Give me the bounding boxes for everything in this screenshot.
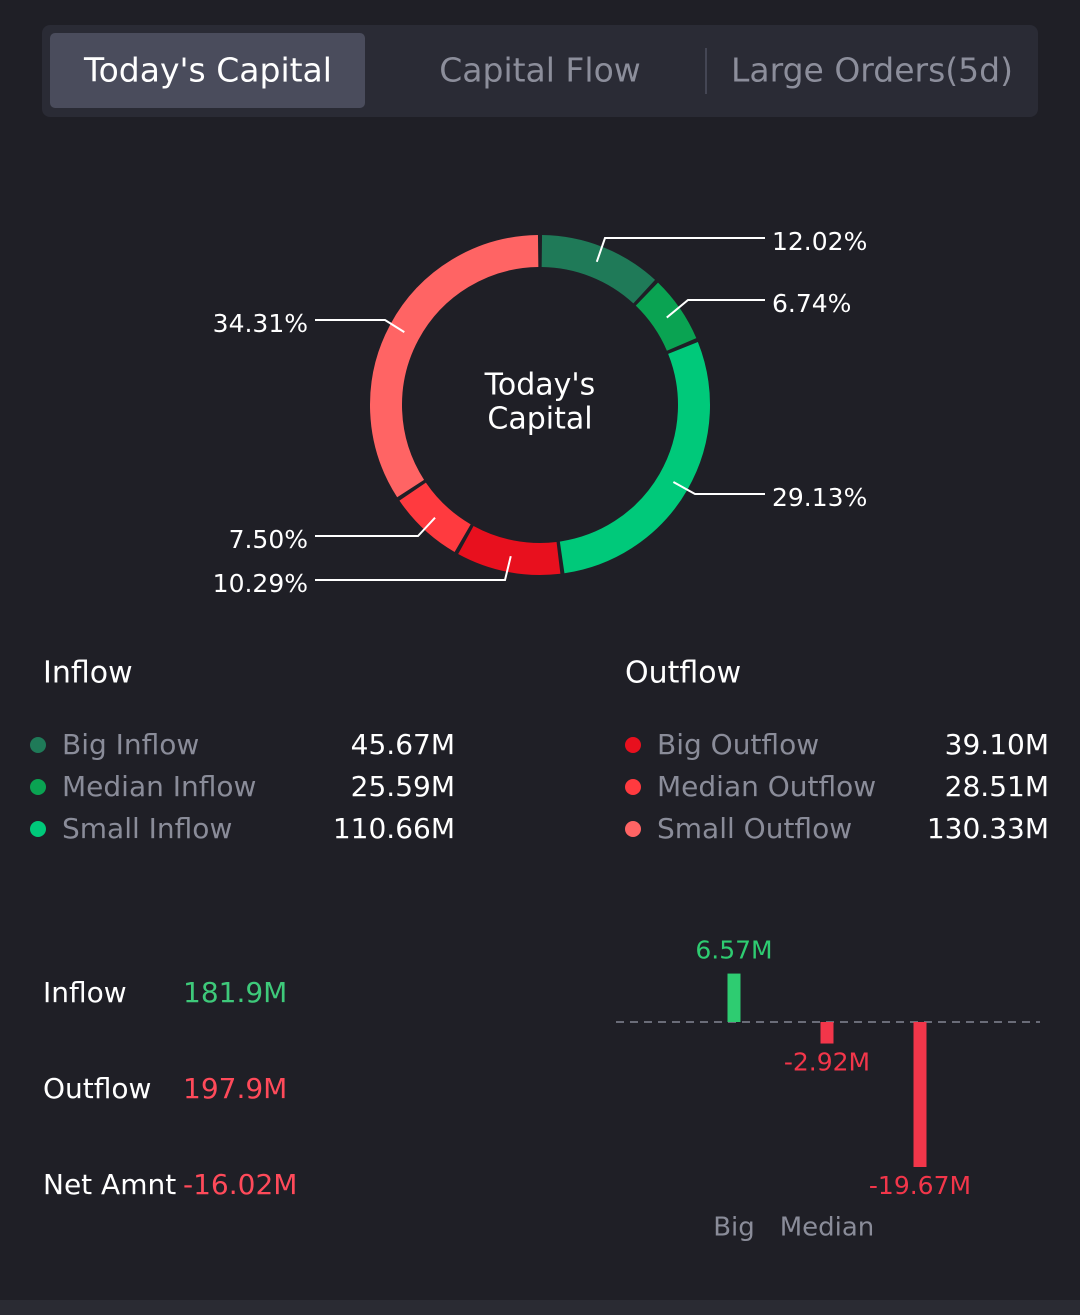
legend-dot (30, 779, 46, 795)
donut-value-label: 6.74% (772, 289, 851, 318)
donut-value-label: 10.29% (213, 569, 308, 598)
legend-dot (625, 821, 641, 837)
bar-value-label: -19.67M (869, 1171, 971, 1200)
legend-name: Median Inflow (62, 770, 256, 803)
legend-amount: 25.59M (351, 770, 455, 803)
legend-dot (30, 737, 46, 753)
summary-value: 181.9M (183, 976, 287, 1009)
donut-value-label: 29.13% (772, 483, 867, 512)
legend-dot (30, 821, 46, 837)
summary-label: Inflow (43, 976, 127, 1009)
donut-value-label: 7.50% (229, 525, 308, 554)
summary-label: Outflow (43, 1072, 151, 1105)
bar-value-label: -2.92M (784, 1048, 870, 1077)
legend-amount: 110.66M (333, 812, 455, 845)
section-title: Outflow (625, 656, 741, 691)
bar (820, 1022, 834, 1044)
legend-name: Big Inflow (62, 728, 199, 761)
bottom-strip (0, 1300, 1080, 1315)
donut-segment (399, 482, 472, 552)
legend-name: Small Outflow (657, 812, 852, 845)
donut-center-label: Today's (484, 368, 596, 403)
summary-label: Net Amnt (43, 1168, 176, 1201)
bar-value-label: 6.57M (695, 936, 772, 965)
section-title: Inflow (43, 656, 133, 691)
leader-line (315, 517, 436, 537)
donut-center-label: Capital (487, 402, 592, 437)
summary-value: 197.9M (183, 1072, 287, 1105)
legend-name: Small Inflow (62, 812, 232, 845)
tab[interactable]: Today's Capital (83, 51, 332, 90)
donut-segment (458, 525, 561, 575)
donut-value-label: 34.31% (213, 309, 308, 338)
legend-name: Big Outflow (657, 728, 819, 761)
bar-category-label: Big (713, 1213, 755, 1243)
tab[interactable]: Capital Flow (439, 51, 641, 90)
bar (913, 1022, 927, 1167)
leader-line (315, 555, 512, 581)
leader-line (315, 319, 405, 333)
legend-amount: 45.67M (351, 728, 455, 761)
active-tab-bg (50, 33, 365, 108)
summary-value: -16.02M (183, 1168, 297, 1201)
legend-name: Median Outflow (657, 770, 876, 803)
legend-amount: 39.10M (945, 728, 1049, 761)
bar (727, 973, 741, 1022)
legend-amount: 28.51M (945, 770, 1049, 803)
donut-segment (541, 235, 656, 304)
legend-amount: 130.33M (927, 812, 1049, 845)
leader-line (595, 237, 765, 263)
tab[interactable]: Large Orders(5d) (731, 51, 1013, 90)
legend-dot (625, 737, 641, 753)
donut-value-label: 12.02% (772, 227, 867, 256)
leader-line (666, 299, 765, 319)
legend-dot (625, 779, 641, 795)
donut-segment (559, 341, 710, 574)
leader-line (672, 481, 765, 495)
bar-category-label: Median (780, 1213, 875, 1243)
